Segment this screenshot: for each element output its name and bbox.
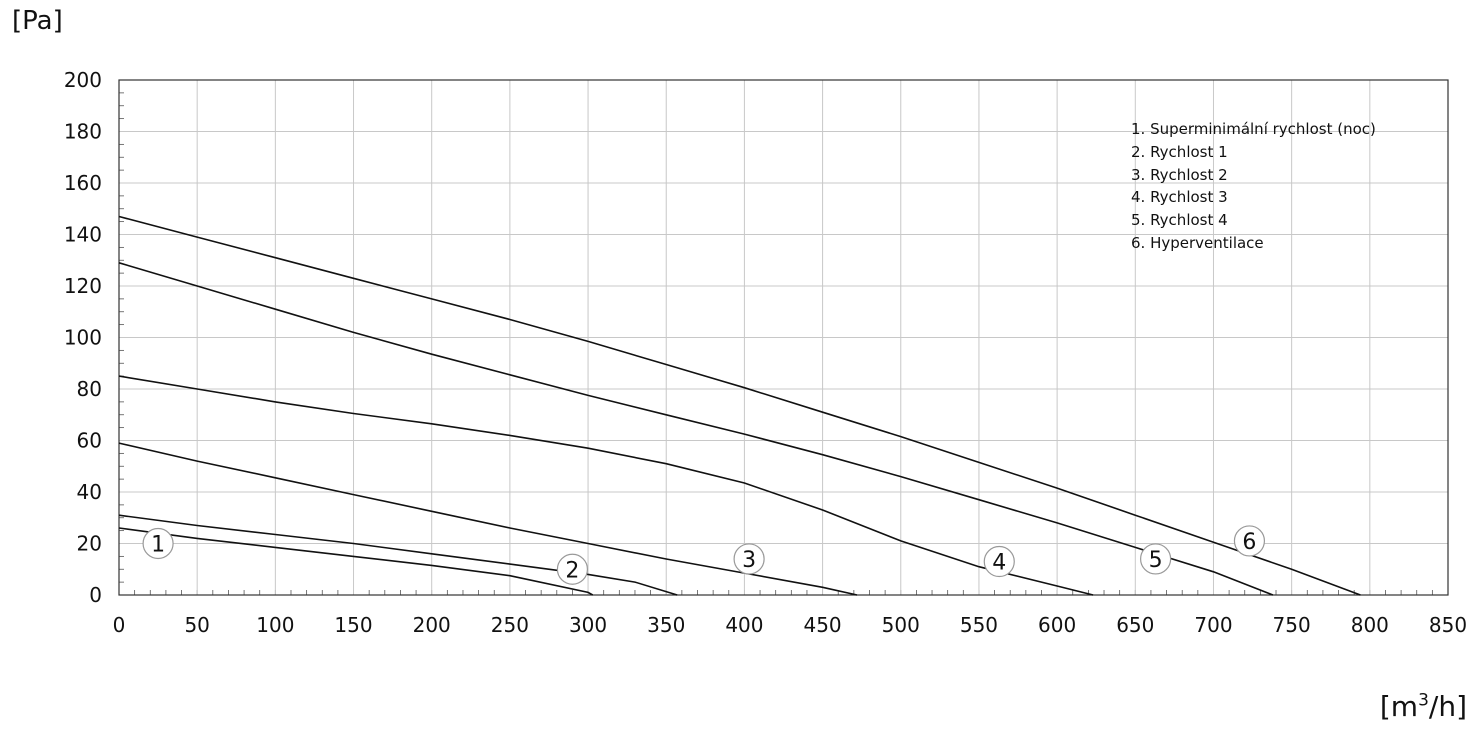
legend-item-4: 4. Rychlost 3 [1131, 188, 1228, 207]
series-line-1 [118, 527, 594, 596]
legend-item-1: 1. Superminimální rychlost (noc) [1131, 120, 1376, 138]
x-tick-label: 50 [184, 613, 209, 637]
x-axis-label: [m3/h] [1380, 690, 1467, 723]
y-tick-label: 20 [77, 532, 102, 556]
y-tick-label: 0 [89, 583, 102, 607]
x-tick-label: 850 [1429, 613, 1467, 637]
x-tick-label: 200 [413, 613, 451, 637]
series-line-6 [118, 215, 1361, 596]
y-tick-label: 160 [64, 171, 102, 195]
plot-frame [118, 79, 1449, 596]
x-tick-label: 250 [491, 613, 529, 637]
legend-item-6: 6. Hyperventilace [1131, 233, 1264, 252]
x-tick-label: 300 [569, 613, 607, 637]
y-tick-label: 200 [64, 68, 102, 92]
legend-item-2: 2. Rychlost 1 [1131, 142, 1228, 161]
y-tick-label: 100 [64, 326, 102, 350]
legend-item-5: 5. Rychlost 4 [1131, 211, 1228, 230]
x-tick-label: 700 [1194, 613, 1232, 637]
x-tick-label: 0 [113, 613, 126, 637]
series-marker-label-6: 6 [1242, 530, 1256, 555]
series-marker-label-2: 2 [565, 558, 579, 583]
series-line-5 [118, 262, 1274, 596]
series-marker-2 [556, 553, 589, 585]
x-tick-label: 100 [256, 613, 294, 637]
y-tick-label: 80 [77, 377, 102, 401]
y-tick-label: 40 [77, 480, 102, 504]
x-tick-label: 350 [647, 613, 685, 637]
series-line-3 [118, 442, 858, 596]
legend: 1. Superminimální rychlost (noc) 2. Rych… [1131, 118, 1376, 255]
series-line-2 [118, 514, 678, 596]
series-marker-3 [733, 543, 765, 575]
y-tick-label: 140 [64, 223, 102, 247]
y-tick-label: 180 [64, 120, 102, 144]
x-tick-label: 450 [803, 613, 841, 637]
x-tick-label: 550 [960, 613, 998, 637]
series-marker-label-5: 5 [1149, 548, 1163, 573]
series-marker-1 [142, 527, 174, 560]
series-marker-label-4: 4 [992, 551, 1006, 576]
x-tick-label: 750 [1273, 613, 1311, 637]
series-marker-6 [1233, 525, 1266, 557]
series-line-4 [118, 375, 1094, 596]
x-tick-label: 150 [334, 613, 372, 637]
x-tick-label: 800 [1351, 613, 1389, 637]
x-axis-label-main: [m [1379, 690, 1419, 723]
x-tick-label: 600 [1038, 613, 1076, 637]
series-marker-5 [1140, 543, 1172, 575]
x-axis-label-sup: 3 [1418, 690, 1429, 711]
legend-item-3: 3. Rychlost 2 [1131, 165, 1228, 184]
y-tick-label: 120 [64, 274, 102, 298]
x-tick-label: 650 [1116, 613, 1154, 637]
x-axis-label-tail: /h] [1428, 690, 1467, 723]
x-tick-label: 400 [725, 613, 763, 637]
series-marker-label-1: 1 [151, 533, 165, 558]
series-marker-4 [983, 545, 1015, 578]
y-axis-label: [Pa] [12, 6, 63, 36]
series-marker-label-3: 3 [742, 548, 756, 573]
x-tick-label: 500 [882, 613, 920, 637]
y-tick-label: 60 [77, 429, 102, 453]
